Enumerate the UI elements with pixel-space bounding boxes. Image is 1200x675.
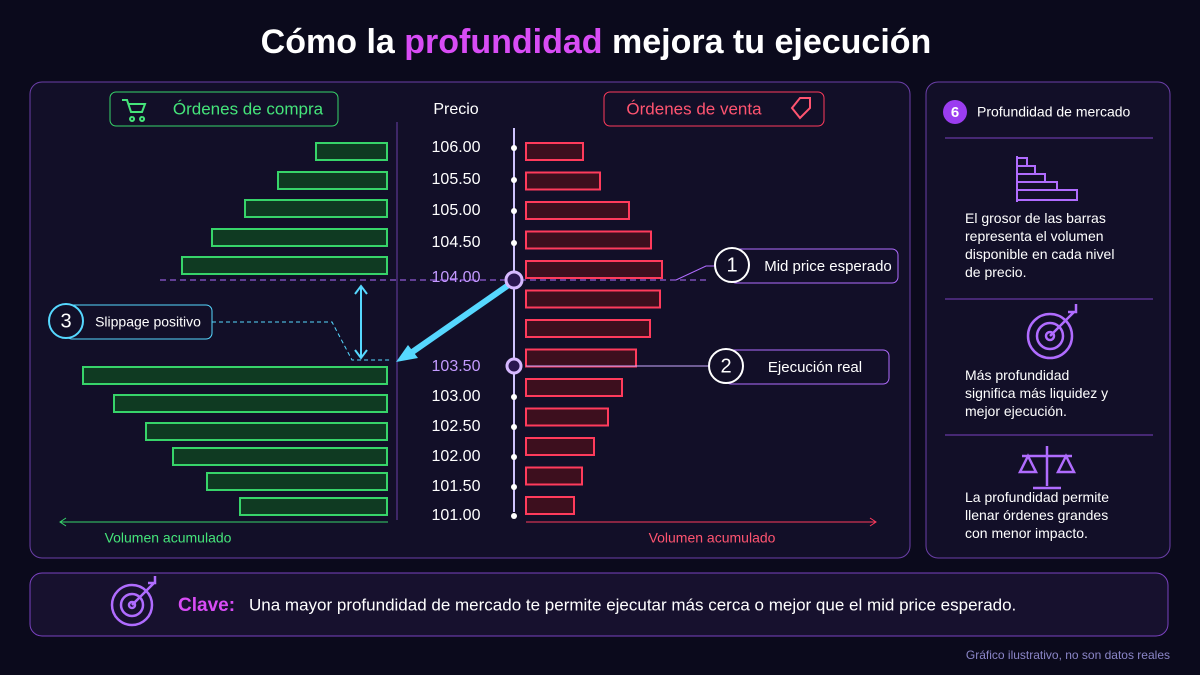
price-label: 101.50 xyxy=(432,478,481,495)
title-part: Cómo la xyxy=(261,23,405,61)
sell-header xyxy=(603,91,825,127)
price-label: 101.00 xyxy=(432,507,481,524)
bar xyxy=(239,497,388,516)
key-text: Una mayor profundidad de mercado te perm… xyxy=(249,595,1016,614)
key-panel xyxy=(29,572,1169,637)
price-dot xyxy=(511,394,517,400)
callout-badge xyxy=(708,348,744,384)
bar xyxy=(525,260,663,279)
bar xyxy=(525,171,601,191)
bar xyxy=(525,437,595,456)
callout-text: Mid price esperado xyxy=(764,258,892,275)
side-badge xyxy=(943,100,967,124)
price-label: 103.50 xyxy=(432,358,481,375)
dividers xyxy=(945,137,1153,436)
side-text: La profundidad permite llenar órdenes gra… xyxy=(965,489,1109,541)
price-label: 104.50 xyxy=(432,234,481,251)
bar xyxy=(181,256,388,275)
bar xyxy=(525,142,584,161)
price-label: 103.00 xyxy=(432,388,481,405)
price-dot xyxy=(511,145,517,151)
price-label: 104.00 xyxy=(432,269,481,286)
arrow-head xyxy=(59,517,67,527)
side-text: El grosor de las barras representa el vol… xyxy=(965,210,1114,280)
price-dot xyxy=(511,240,517,246)
bar xyxy=(525,230,652,250)
bar xyxy=(525,289,661,309)
side-panel xyxy=(925,81,1171,559)
price-dot xyxy=(511,424,517,430)
footer: Gráfico ilustrativo, no son datos reales xyxy=(966,648,1170,662)
price-dot xyxy=(511,513,517,519)
key-label: Clave: xyxy=(178,595,235,616)
title-highlight: profundidad xyxy=(404,23,602,61)
price-label: 106.00 xyxy=(432,139,481,156)
callout-text: Ejecución real xyxy=(768,359,862,376)
bar xyxy=(211,228,388,247)
price-dot xyxy=(511,454,517,460)
side-title: Profundidad de mercado xyxy=(977,104,1131,120)
bar xyxy=(113,394,388,413)
bar xyxy=(525,348,637,368)
buy-header xyxy=(109,91,339,127)
bar xyxy=(244,199,388,218)
bar xyxy=(172,447,388,466)
price-dot xyxy=(511,484,517,490)
price-label: 102.00 xyxy=(432,448,481,465)
price-label: 105.50 xyxy=(432,171,481,188)
tag-icon xyxy=(790,97,811,120)
key-icon xyxy=(110,576,157,627)
callout-text: Slippage positivo xyxy=(95,314,201,330)
price-label: Precio xyxy=(433,101,478,118)
bar xyxy=(525,319,651,338)
bar xyxy=(525,496,575,515)
price-dot xyxy=(511,208,517,214)
bar xyxy=(525,378,623,397)
arrow-head xyxy=(869,517,877,527)
price-label: 102.50 xyxy=(432,418,481,435)
cart-icon xyxy=(122,99,147,122)
price-label: 105.00 xyxy=(432,202,481,219)
price-dot xyxy=(511,177,517,183)
execution-arrow xyxy=(406,281,512,358)
mid-marker xyxy=(504,270,524,290)
callout-badge xyxy=(48,303,84,339)
target-icon xyxy=(1026,304,1078,360)
callout-num: 2 xyxy=(720,355,731,377)
arrow-head xyxy=(396,345,418,362)
bars-icon xyxy=(1016,156,1078,202)
bar xyxy=(82,366,388,385)
bar xyxy=(315,142,388,161)
scale-icon xyxy=(1017,446,1077,490)
slippage-arrow xyxy=(354,284,368,360)
callout-badge xyxy=(714,247,750,283)
buy-label: Órdenes de compra xyxy=(173,99,324,118)
bar xyxy=(277,171,388,190)
bar xyxy=(206,472,388,491)
bar xyxy=(525,466,583,486)
bar xyxy=(145,422,388,441)
sell-axis-label: Volumen acumulado xyxy=(649,530,776,546)
slippage-line xyxy=(212,321,392,361)
sell-label: Órdenes de venta xyxy=(626,99,762,118)
side-num: 6 xyxy=(951,104,959,121)
bar xyxy=(525,201,630,220)
callout-num: 3 xyxy=(60,310,71,332)
callout-num: 1 xyxy=(726,254,737,276)
title: Cómo la profundidad mejora tu ejecución xyxy=(261,23,932,61)
bar xyxy=(525,407,609,427)
exec-marker xyxy=(505,357,523,375)
title-part: mejora tu ejecución xyxy=(603,23,932,61)
buy-axis-label: Volumen acumulado xyxy=(105,530,232,546)
